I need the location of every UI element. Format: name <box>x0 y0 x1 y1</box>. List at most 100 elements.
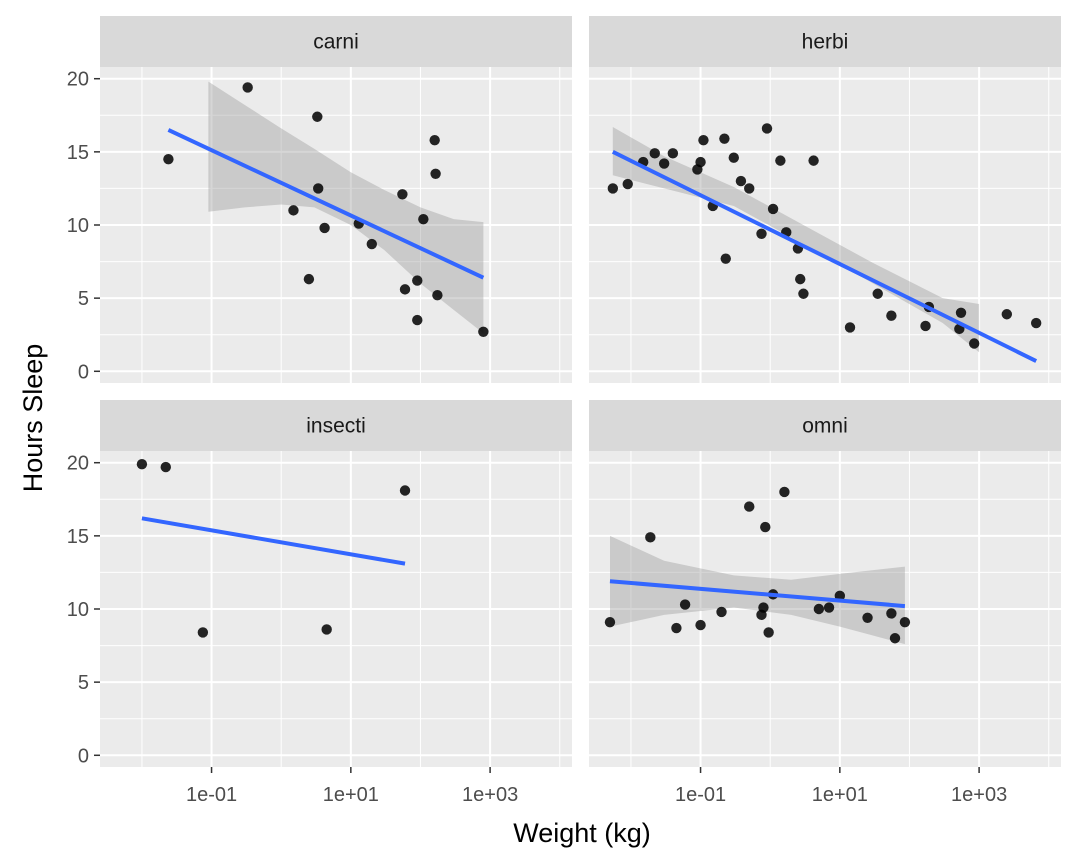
data-point <box>716 606 727 618</box>
x-axis-title: Weight (kg) <box>513 818 651 848</box>
data-point <box>920 320 931 332</box>
data-point <box>136 458 148 470</box>
confidence-band <box>612 127 980 353</box>
facet-herbi: herbi <box>589 16 1061 383</box>
data-point <box>968 338 980 349</box>
data-point <box>823 602 835 613</box>
data-point <box>795 273 806 285</box>
data-point <box>399 485 411 496</box>
data-point <box>432 290 443 301</box>
data-point <box>955 307 967 318</box>
data-point <box>744 183 755 194</box>
data-point <box>319 222 330 234</box>
facet-insecti: insecti <box>100 400 572 767</box>
data-point <box>313 183 324 194</box>
x-tick-label: 1e+03 <box>462 784 518 806</box>
data-point <box>303 273 315 285</box>
data-point <box>695 156 706 168</box>
data-point <box>862 612 873 623</box>
data-point <box>698 134 709 146</box>
data-point <box>813 603 825 615</box>
data-point <box>872 288 883 299</box>
data-point <box>312 111 323 122</box>
y-tick-label: 20 <box>67 69 89 91</box>
y-axis-title: Hours Sleep <box>18 344 48 493</box>
data-point <box>761 123 773 134</box>
data-point <box>412 275 423 286</box>
data-point <box>160 461 171 473</box>
data-point <box>418 213 429 225</box>
data-point <box>478 326 489 337</box>
facet-carni: carni <box>100 16 572 383</box>
data-point <box>775 155 786 166</box>
data-point <box>288 205 299 216</box>
data-point <box>756 228 767 239</box>
axes: 0 5 10 15 20 0 5 10 15 20 1e-01 1e+01 1e+03 1e-01 1e+0… <box>67 69 1007 806</box>
data-point <box>645 532 656 543</box>
data-point <box>430 168 441 179</box>
y-tick-label: 15 <box>67 142 89 164</box>
data-point <box>758 602 769 613</box>
data-point <box>779 486 790 498</box>
data-point <box>760 521 771 533</box>
facet-strip-label: carni <box>313 31 359 54</box>
data-point <box>720 253 731 264</box>
data-point <box>719 133 730 144</box>
fit-line <box>609 579 906 609</box>
data-point <box>412 314 423 326</box>
data-point <box>607 183 619 194</box>
data-point <box>695 619 706 631</box>
data-point <box>671 622 682 634</box>
facet-panels: carni herbi insecti omni <box>100 16 1061 767</box>
data-point <box>1001 309 1013 320</box>
fit-line <box>141 516 406 566</box>
data-point <box>242 82 253 93</box>
data-point <box>728 152 739 163</box>
data-point <box>1030 317 1042 329</box>
x-tick-label: 1e-01 <box>675 784 726 806</box>
data-point <box>767 203 779 215</box>
data-point <box>429 134 440 146</box>
data-point <box>658 158 670 169</box>
facet-strip-label: herbi <box>802 31 849 54</box>
x-tick-label: 1e+03 <box>951 784 1007 806</box>
facet-strip-label: insecti <box>306 415 366 438</box>
y-tick-label: 5 <box>78 672 89 694</box>
fit-line <box>611 150 1038 363</box>
facet-strip <box>100 16 572 67</box>
data-point <box>889 633 901 644</box>
data-point <box>744 501 755 512</box>
y-tick-label: 5 <box>78 288 89 310</box>
data-point <box>163 153 174 165</box>
fit-line <box>167 128 485 280</box>
data-point <box>197 627 209 638</box>
data-point <box>667 148 679 159</box>
data-point <box>604 616 616 628</box>
facet-omni: omni <box>589 400 1061 767</box>
y-tick-label: 0 <box>78 361 89 383</box>
facet-strip <box>589 400 1061 451</box>
y-tick-label: 0 <box>78 745 89 767</box>
facet-strip <box>100 400 572 451</box>
data-point <box>763 627 774 638</box>
data-point <box>366 238 377 250</box>
x-tick-label: 1e-01 <box>186 784 237 806</box>
data-point <box>399 284 411 295</box>
data-point <box>397 189 408 200</box>
facet-strip-label: omni <box>802 415 848 438</box>
facet-strip <box>589 16 1061 67</box>
y-tick-label: 10 <box>67 215 89 237</box>
confidence-band <box>208 81 484 334</box>
data-point <box>899 616 911 628</box>
data-point <box>321 624 332 635</box>
data-point <box>735 175 747 187</box>
x-tick-label: 1e+01 <box>323 784 379 806</box>
data-point <box>808 155 819 166</box>
data-point <box>679 599 691 610</box>
y-tick-label: 10 <box>67 599 89 621</box>
data-point <box>798 288 809 299</box>
data-point <box>886 310 897 321</box>
x-tick-label: 1e+01 <box>812 784 868 806</box>
data-point <box>844 322 856 333</box>
